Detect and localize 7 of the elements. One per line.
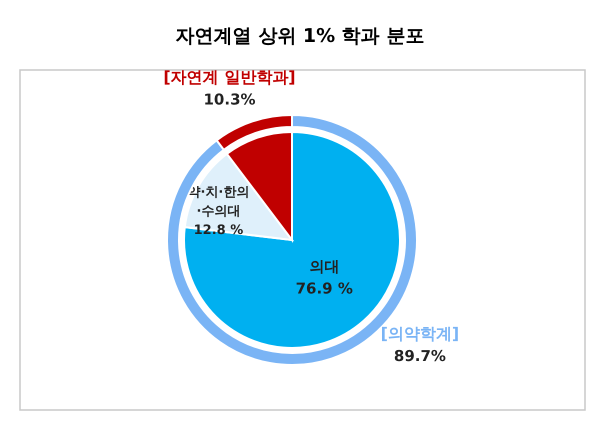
data-label: 76.9 % (296, 279, 353, 298)
data-label: 10.3% (204, 90, 256, 108)
slice-label: [자연계 일반학과] (163, 67, 296, 86)
chart-title: 자연계열 상위 1% 학과 분포 (176, 25, 424, 47)
slice-label: [의약학계] (380, 324, 460, 344)
slice-label: 의대 (309, 257, 340, 276)
data-label: 89.7% (394, 347, 446, 366)
